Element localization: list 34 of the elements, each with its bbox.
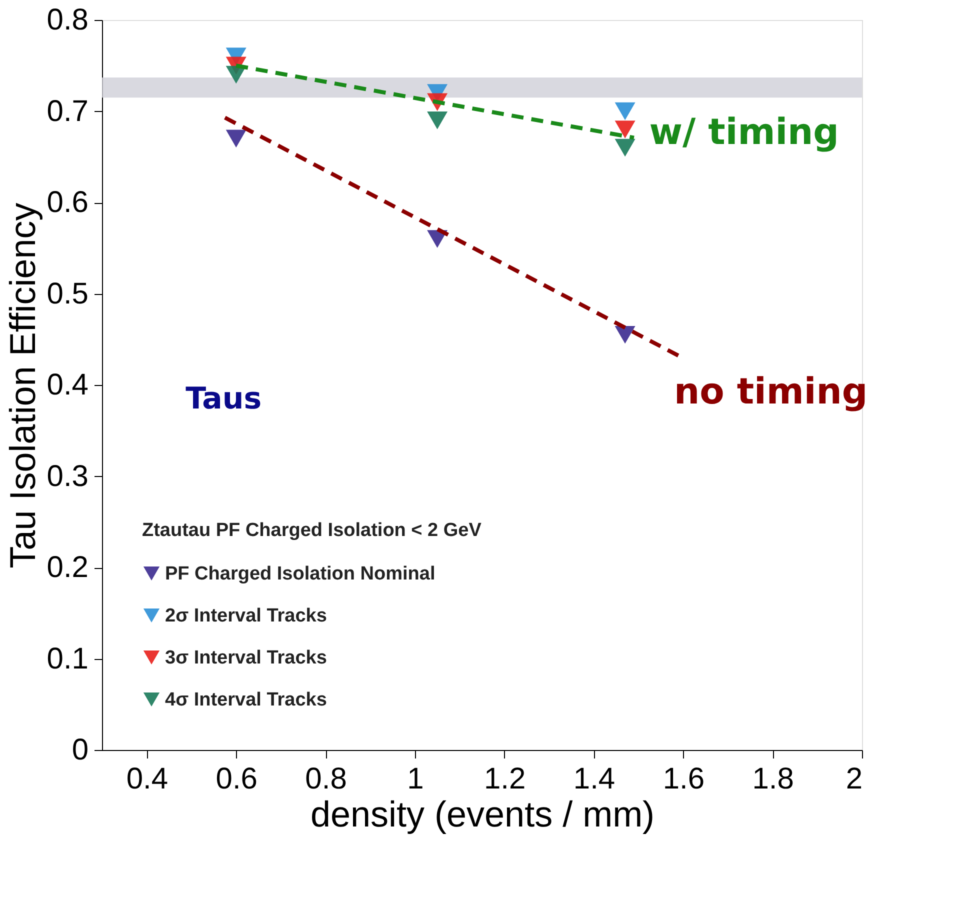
x-axis-title: density (events / mm) — [310, 794, 655, 834]
y-tick-label: 0.3 — [46, 460, 88, 493]
legend-label: 4σ Interval Tracks — [165, 690, 327, 710]
point — [614, 326, 636, 344]
y-tick-label: 0.7 — [46, 94, 88, 128]
annotation: Taus — [186, 382, 262, 417]
y-tick-label: 0.6 — [46, 186, 88, 219]
x-tick-label: 1.8 — [752, 762, 794, 796]
x-tick-label: 0.8 — [305, 762, 347, 796]
legend-label: PF Charged Isolation Nominal — [165, 564, 436, 584]
legend-label: 3σ Interval Tracks — [165, 648, 327, 668]
point — [226, 130, 246, 148]
y-tick-label: 0 — [72, 734, 88, 766]
point — [614, 120, 636, 138]
x-tick-label: 1.6 — [662, 762, 705, 796]
legend-label: 2σ Interval Tracks — [165, 606, 327, 626]
x-tick-label: 1.4 — [573, 762, 616, 796]
annotation: w/ timing — [649, 112, 839, 154]
annotation: no timing — [674, 371, 868, 412]
y-tick-label: 0.4 — [46, 368, 88, 402]
y-tick-label: 0.1 — [46, 642, 88, 676]
x-tick-label: 1 — [407, 762, 424, 796]
point — [614, 102, 636, 120]
y-axis-title: Tau Isolation Efficiency — [2, 202, 43, 568]
y-tick-label: 0.8 — [46, 4, 88, 36]
legend-title: Ztautau PF Charged Isolation < 2 GeV — [142, 520, 482, 541]
y-tick-label: 0.2 — [46, 551, 88, 584]
x-tick-label: 2 — [846, 762, 862, 796]
x-tick-label: 0.6 — [216, 762, 258, 796]
x-tick-label: 1.2 — [484, 762, 526, 796]
x-tick-label: 0.4 — [126, 762, 168, 796]
y-tick-label: 0.5 — [46, 277, 88, 310]
point — [614, 138, 636, 157]
point — [427, 112, 448, 130]
